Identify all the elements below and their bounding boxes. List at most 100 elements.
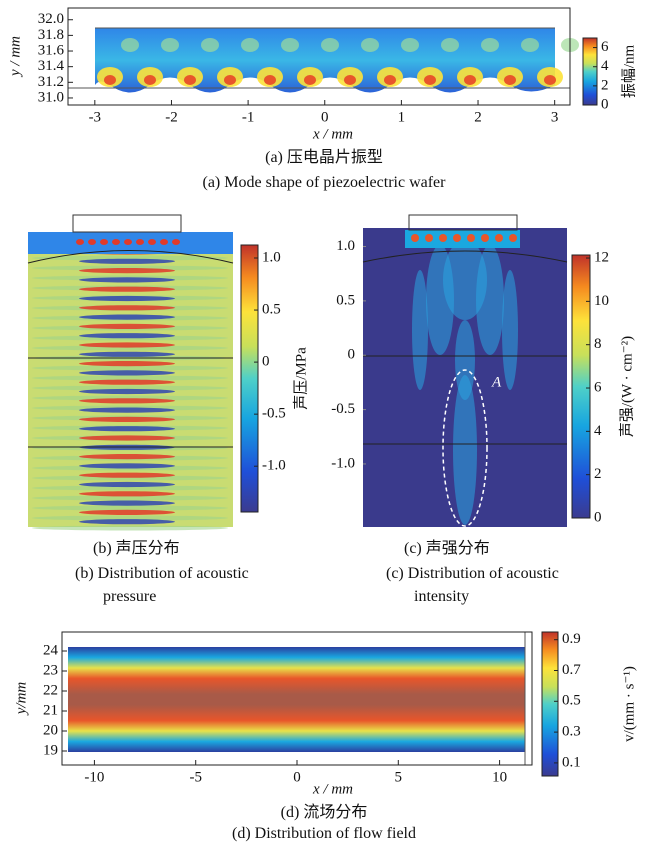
near-spot [112,239,120,245]
caption: (c) Distribution of acoustic intensity [386,565,559,605]
wave-band [79,342,175,348]
colorbar [571,254,591,519]
y-tick-label: 0.5 [336,292,355,308]
warm-spot [441,38,459,52]
wave-band [79,388,175,395]
y-tick-label: 20 [43,722,58,738]
colorbar-tick-label: 0.3 [562,724,581,740]
y-tick-label: 31.6 [38,42,65,58]
side-ripple [32,495,228,501]
colorbar-tick-label: 10 [594,293,609,309]
near-field [405,230,520,248]
frame [67,7,571,106]
wave-band [79,500,175,506]
colorbar-tick-label: 4 [594,423,602,439]
warm-spot [201,38,219,52]
near-spot [160,239,168,245]
x-tick-label: 5 [395,769,403,785]
caption: (a) 压电晶片振型 [265,149,383,166]
x-tick-label: 0 [321,109,329,125]
x-tick-label: -10 [84,769,104,785]
wave-band [79,491,175,497]
near-spot [453,234,461,242]
colorbar-tick-label: 0.7 [562,662,581,678]
side-ripple [32,505,228,511]
colorbar-tick-label: 2 [594,466,602,482]
y-tick-label: 31.4 [38,58,65,74]
side-ripple [32,515,228,521]
near-spot [425,234,433,242]
x-axis-label: x / mm [312,781,353,797]
colorbar-tick-label: 6 [601,39,609,55]
x-tick-label: 10 [492,769,507,785]
hot-spot [144,75,156,85]
y-axis-label: y/mm [13,682,29,717]
x-tick-label: 1 [398,109,406,125]
hot-spot [184,75,196,85]
wave-band [79,454,175,460]
y-tick-label: 19 [43,742,58,758]
colorbar-label: 振幅/nm [620,45,637,99]
beam [412,270,428,390]
caption: (a) Mode shape of piezoelectric wafer [202,174,446,191]
side-ripple [32,395,228,401]
warm-spot [121,38,139,52]
hot-spot [344,75,356,85]
colorbar-tick-label: 0 [601,96,609,112]
side-ripple [32,475,228,481]
wave-band [79,416,175,422]
warm-spot [521,38,539,52]
wave-band [79,398,175,404]
x-tick-label: -1 [242,109,255,125]
colorbar-tick-label: -0.5 [262,406,286,422]
interface [27,250,234,264]
wave-band [79,351,175,357]
colorbar-tick-label: 0.9 [562,631,581,647]
colorbar-tick-label: 0.1 [562,754,581,770]
side-ripple [32,525,228,531]
wafer-field [95,28,555,93]
warm-spot [321,38,339,52]
hot-spot [224,75,236,85]
transducer [72,214,182,233]
caption: (b) 声压分布 [93,540,180,557]
side-ripple [32,385,228,391]
hot-spot [104,75,116,85]
y-tick-label: 31.2 [38,74,64,90]
y-tick-label: -0.5 [331,401,355,417]
wave-band [79,463,175,469]
y-tick-label: 24 [43,642,59,658]
y-axis-label: y / mm [7,36,23,78]
caption: (d) 流场分布 [280,804,368,821]
x-tick-label: 2 [474,109,482,125]
colorbar [240,244,259,513]
side-ripple [32,485,228,491]
caption: (b) Distribution of acoustic pressure [75,565,249,605]
y-tick-label: 32.0 [38,11,64,27]
y-tick-label: 21 [43,702,58,718]
y-tick-label: 23 [43,662,58,678]
hot-spot [544,75,556,85]
near-spot [495,234,503,242]
y-tick-label: 22 [43,682,58,698]
wave-band [79,305,175,311]
colorbar-label: 声压/MPa [291,347,309,410]
wave-band [79,435,175,441]
near-spot [88,239,96,245]
colorbar-tick-label: 2 [601,77,609,93]
hot-spot [304,75,316,85]
wave-band [79,426,175,432]
side-ripple [32,265,228,271]
wave-band [79,268,175,274]
wave-band [79,407,175,413]
focus-outline [442,369,488,527]
interface [362,250,568,263]
near-spot [148,239,156,245]
wave-band [79,258,175,264]
near-spot [467,234,475,242]
hot-spot [464,75,476,85]
beam [453,375,477,525]
warm-spot [281,38,299,52]
